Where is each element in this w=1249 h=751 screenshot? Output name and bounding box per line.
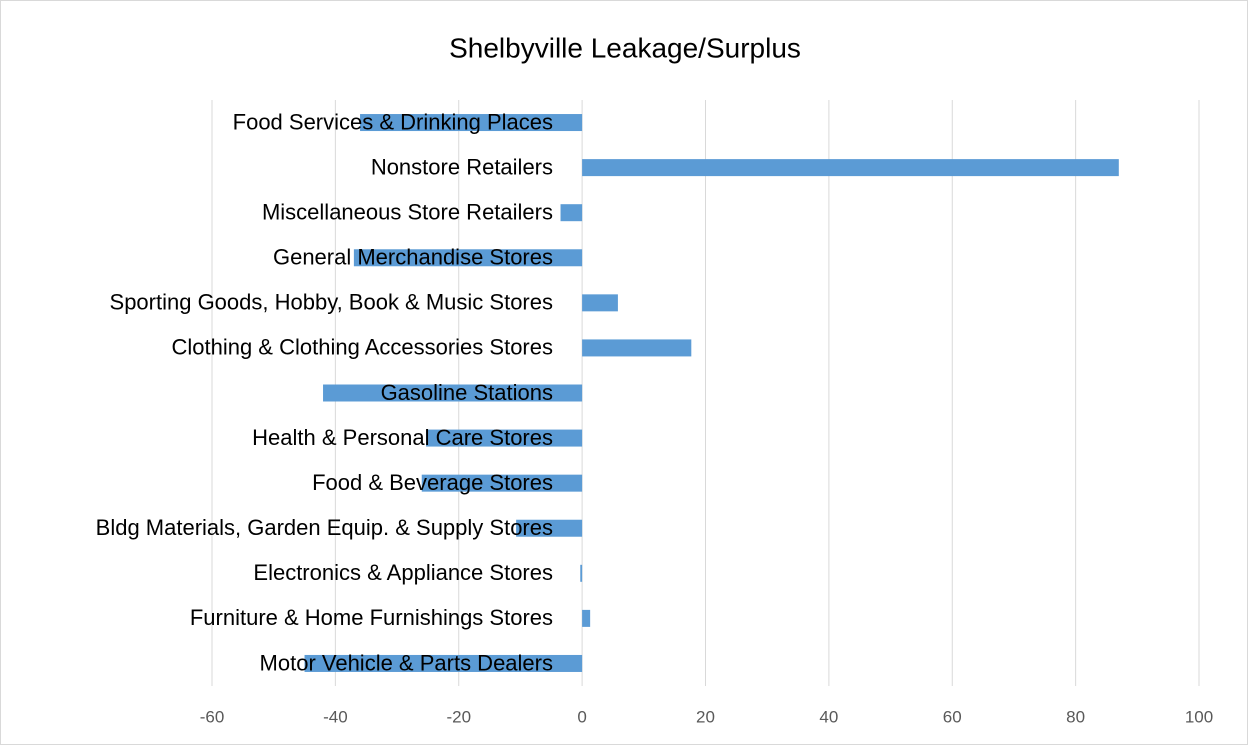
y-tick-label: Food Services & Drinking Places [233, 109, 553, 134]
bar [582, 609, 591, 627]
x-tick-label: 0 [577, 707, 586, 726]
x-tick-label: 100 [1185, 707, 1213, 726]
x-tick-label: -60 [200, 707, 225, 726]
y-tick-label: Bldg Materials, Garden Equip. & Supply S… [96, 515, 553, 540]
bar [421, 474, 583, 492]
x-tick-label: 40 [819, 707, 838, 726]
bar [580, 564, 583, 582]
x-tick-label: 20 [696, 707, 715, 726]
x-tick-label: 80 [1066, 707, 1085, 726]
bar [582, 339, 692, 357]
y-tick-label: Sporting Goods, Hobby, Book & Music Stor… [110, 290, 553, 315]
y-tick-label: General Merchandise Stores [273, 245, 553, 270]
y-tick-label: Gasoline Stations [381, 380, 553, 405]
y-tick-label: Motor Vehicle & Parts Dealers [260, 650, 553, 675]
bar [323, 384, 583, 402]
x-tick-label: 60 [943, 707, 962, 726]
chart-title: Shelbyville Leakage/Surplus [449, 32, 801, 63]
y-tick-label: Nonstore Retailers [371, 154, 553, 179]
y-tick-label: Food & Beverage Stores [312, 470, 553, 495]
bar [516, 519, 583, 537]
y-tick-label: Electronics & Appliance Stores [253, 560, 553, 585]
bar [360, 114, 583, 132]
bar [304, 654, 583, 672]
x-tick-label: -20 [446, 707, 471, 726]
bar [560, 204, 583, 222]
y-tick-label: Furniture & Home Furnishings Stores [190, 605, 553, 630]
y-tick-label: Clothing & Clothing Accessories Stores [171, 335, 553, 360]
bar [582, 159, 1119, 177]
y-tick-label: Health & Personal Care Stores [252, 425, 553, 450]
bar [353, 249, 583, 267]
x-tick-label: -40 [323, 707, 348, 726]
y-tick-label: Miscellaneous Store Retailers [262, 200, 553, 225]
bar [582, 294, 618, 312]
bar [426, 429, 583, 447]
